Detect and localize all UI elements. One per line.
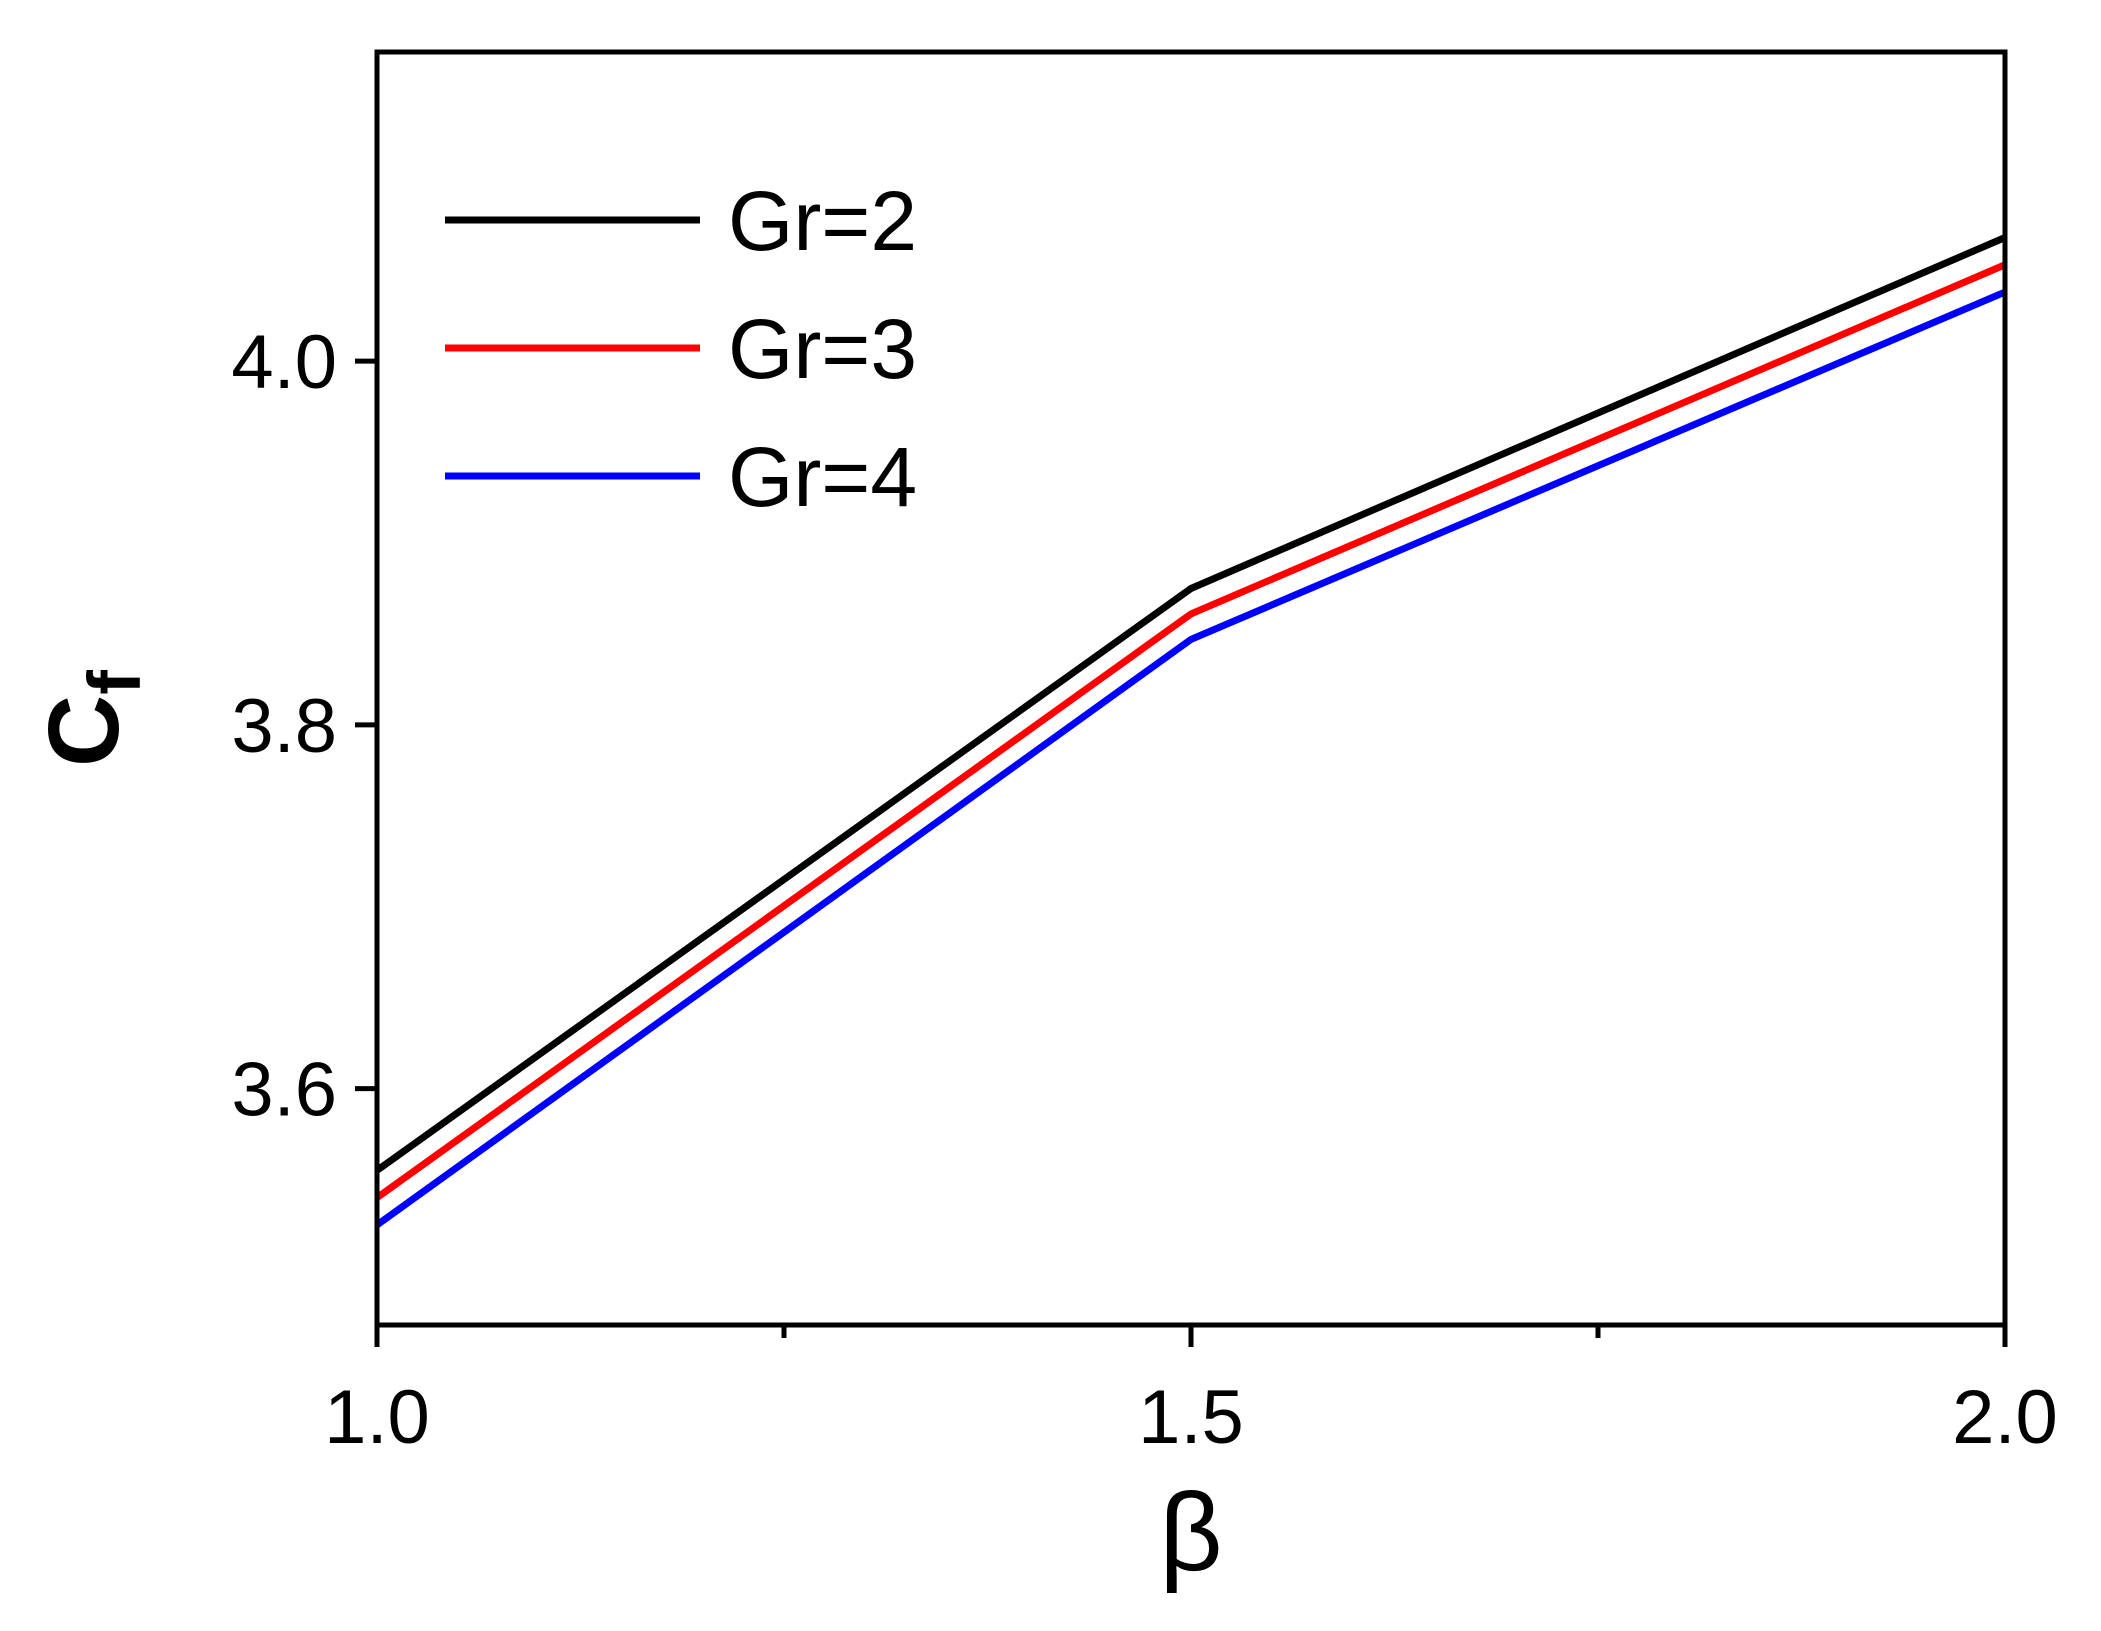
legend: Gr=2 Gr=3 Gr=4 <box>445 174 917 524</box>
y-tick-label: 3.6 <box>231 1048 337 1133</box>
x-axis-label: β <box>1159 1471 1222 1594</box>
plot-lines <box>374 234 2007 1228</box>
x-tick-label: 1.5 <box>1138 1375 1244 1460</box>
series-line-3 <box>374 288 2007 1228</box>
x-tick-label: 1.0 <box>324 1375 430 1460</box>
series-line-2 <box>374 261 2007 1201</box>
y-tick-label: 4.0 <box>231 320 337 405</box>
legend-label-1: Gr=2 <box>728 174 917 268</box>
y-axis-label-main: C <box>28 695 140 767</box>
legend-label-2: Gr=3 <box>728 302 917 396</box>
y-axis-label: Cf <box>28 670 156 767</box>
plot-frame <box>374 49 2008 1328</box>
x-axis-ticks: 1.0 1.5 2.0 <box>324 1325 2058 1460</box>
y-tick-label: 3.8 <box>231 684 337 769</box>
y-axis-label-subscript: f <box>73 670 156 695</box>
y-axis-ticks: 3.6 3.8 4.0 <box>231 320 377 1133</box>
x-tick-label: 2.0 <box>1952 1375 2058 1460</box>
series-line-1 <box>374 234 2007 1174</box>
legend-label-3: Gr=4 <box>728 430 917 524</box>
